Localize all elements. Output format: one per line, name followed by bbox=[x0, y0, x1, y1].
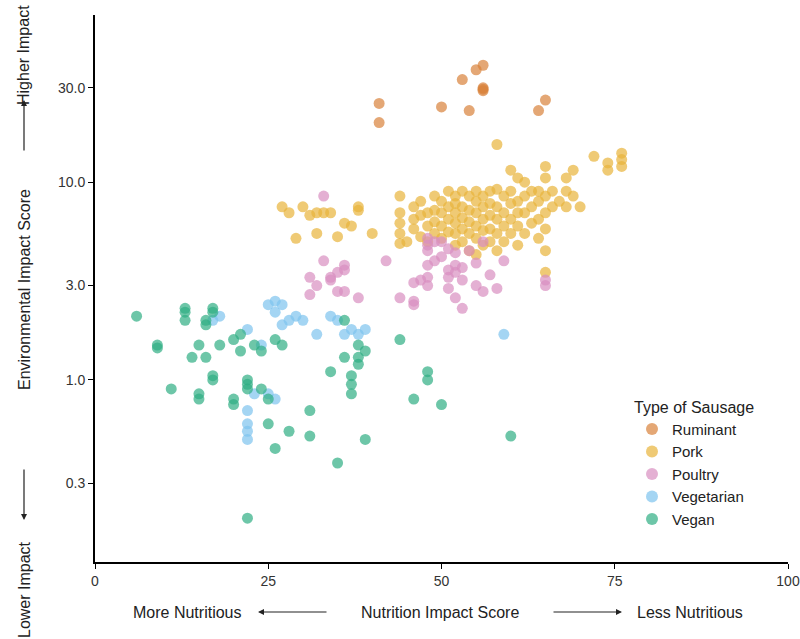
svg-text:0: 0 bbox=[91, 573, 99, 589]
svg-text:Lower Impact: Lower Impact bbox=[16, 541, 33, 638]
svg-text:Less Nutritious: Less Nutritious bbox=[637, 604, 743, 621]
svg-text:3.0: 3.0 bbox=[66, 277, 86, 293]
svg-text:50: 50 bbox=[434, 573, 450, 589]
svg-text:More Nutritious: More Nutritious bbox=[133, 604, 241, 621]
svg-text:Vegetarian: Vegetarian bbox=[672, 488, 744, 505]
svg-text:Vegan: Vegan bbox=[672, 511, 715, 528]
svg-text:10.0: 10.0 bbox=[58, 174, 85, 190]
svg-text:Nutrition Impact Score: Nutrition Impact Score bbox=[361, 604, 519, 621]
svg-text:Type of Sausage: Type of Sausage bbox=[634, 399, 754, 416]
svg-text:Ruminant: Ruminant bbox=[672, 421, 737, 438]
svg-text:Higher Impact: Higher Impact bbox=[15, 5, 32, 105]
svg-text:75: 75 bbox=[607, 573, 623, 589]
svg-text:Pork: Pork bbox=[672, 443, 703, 460]
svg-text:Environmental Impact Score: Environmental Impact Score bbox=[16, 189, 33, 390]
svg-text:Poultry: Poultry bbox=[672, 466, 719, 483]
svg-text:0.3: 0.3 bbox=[66, 475, 86, 491]
svg-text:30.0: 30.0 bbox=[58, 80, 85, 96]
svg-text:1.0: 1.0 bbox=[66, 372, 86, 388]
svg-text:25: 25 bbox=[260, 573, 276, 589]
svg-text:100: 100 bbox=[776, 573, 800, 589]
